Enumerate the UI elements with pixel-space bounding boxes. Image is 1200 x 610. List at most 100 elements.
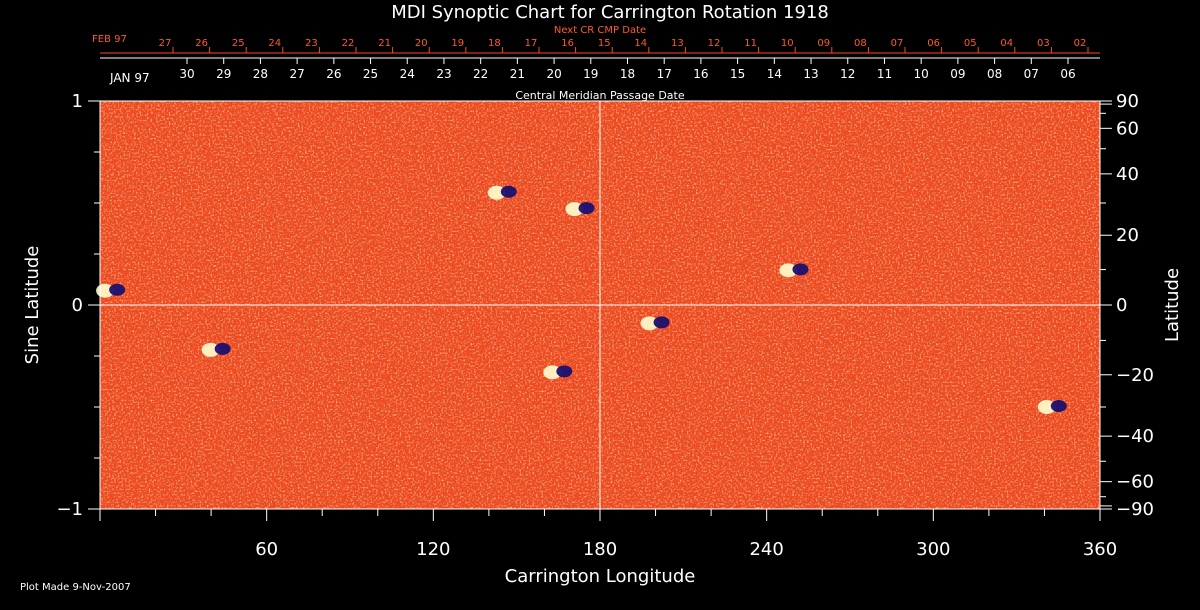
- next-cr-tick-label: 02: [1074, 38, 1087, 49]
- next-cr-tick-label: 14: [634, 38, 647, 49]
- next-cr-tick-label: 06: [927, 38, 940, 49]
- y-right-tick-label: 60: [1116, 118, 1139, 139]
- active-region-negative: [578, 202, 595, 215]
- cmp-tick-label: 11: [877, 67, 892, 81]
- cmp-tick-label: 14: [767, 67, 782, 81]
- active-region-negative: [556, 365, 573, 378]
- cmp-tick-label: 19: [583, 67, 598, 81]
- cmp-tick-label: 29: [216, 67, 231, 81]
- next-cr-tick-label: 27: [159, 38, 172, 49]
- cmp-tick-label: 28: [253, 67, 268, 81]
- active-region-negative: [1050, 400, 1067, 412]
- x-tick-label: 120: [416, 539, 450, 560]
- cmp-tick-label: 06: [1060, 67, 1075, 81]
- next-cr-tick-label: 11: [744, 38, 757, 49]
- next-cr-tick-label: 17: [525, 38, 538, 49]
- cmp-tick-label: 27: [289, 67, 304, 81]
- y-left-tick-label: 1: [72, 91, 83, 112]
- next-cr-tick-label: 08: [854, 38, 867, 49]
- y-right-tick-label: −60: [1116, 472, 1154, 493]
- active-region-negative: [792, 263, 809, 276]
- cmp-tick-label: 08: [987, 67, 1002, 81]
- y-right-tick-label: 20: [1116, 225, 1139, 246]
- cmp-tick-label: 16: [693, 67, 708, 81]
- active-regions: [96, 185, 1067, 414]
- x-tick-label: 300: [916, 539, 950, 560]
- next-cr-tick-label: 23: [305, 38, 318, 49]
- cmp-axis-label: Central Meridian Passage Date: [515, 89, 684, 102]
- y-left-label: Sine Latitude: [22, 246, 43, 365]
- next-cr-tick-label: 10: [781, 38, 794, 49]
- y-right-tick-label: 40: [1116, 164, 1139, 185]
- next-cr-tick-label: 24: [268, 38, 281, 49]
- cmp-tick-label: 18: [620, 67, 635, 81]
- cmp-tick-label: 26: [326, 67, 341, 81]
- next-cr-tick-label: 21: [378, 38, 391, 49]
- next-cr-tick-label: 07: [891, 38, 904, 49]
- y-right-tick-label: −90: [1116, 499, 1154, 520]
- active-region-positive: [640, 316, 659, 331]
- next-cr-tick-label: 26: [195, 38, 208, 49]
- cmp-tick-label: 10: [914, 67, 929, 81]
- x-tick-label: 240: [749, 539, 783, 560]
- active-region-positive: [1037, 400, 1056, 414]
- reference-lines: [100, 101, 1100, 509]
- cmp-tick-label: 20: [546, 67, 561, 81]
- next-cr-tick-label: 05: [964, 38, 977, 49]
- next-cr-tick-label: 09: [817, 38, 830, 49]
- chart-title: MDI Synoptic Chart for Carrington Rotati…: [391, 2, 829, 23]
- cmp-tick-label: 07: [1024, 67, 1039, 81]
- x-tick-label: 360: [1083, 539, 1117, 560]
- x-tick-label: 60: [255, 539, 278, 560]
- cmp-month: JAN 97: [109, 71, 150, 85]
- y-right-ticks: 90 60 40 20 0 −20 −40 −60 −90: [1100, 91, 1154, 520]
- active-region-positive: [96, 283, 115, 298]
- next-cr-tick-label: 12: [708, 38, 721, 49]
- cmp-tick-label: 15: [730, 67, 745, 81]
- active-region-positive: [779, 263, 798, 278]
- active-region-positive: [487, 185, 506, 200]
- next-cr-date-ticks: 27 26 25 24 23 22 21 20 19 18 17 16 15 14 13 12 11 10 09 08…: [159, 38, 1089, 53]
- next-cr-label: Next CR CMP Date: [554, 25, 646, 36]
- y-left-tick-label: −1: [56, 499, 83, 520]
- y-right-tick-label: −40: [1116, 426, 1154, 447]
- active-region-positive: [543, 365, 562, 380]
- y-right-tick-label: 90: [1116, 91, 1139, 112]
- y-right-label: Latitude: [1162, 268, 1183, 342]
- active-region-negative: [214, 342, 231, 355]
- next-cr-tick-label: 04: [1000, 38, 1013, 49]
- cmp-tick-label: 13: [803, 67, 818, 81]
- cmp-tick-label: 30: [179, 67, 194, 81]
- y-right-tick-label: −20: [1116, 365, 1154, 386]
- next-cr-tick-label: 16: [561, 38, 574, 49]
- next-cr-tick-label: 03: [1037, 38, 1050, 49]
- next-cr-tick-label: 19: [451, 38, 464, 49]
- next-cr-tick-label: 18: [488, 38, 501, 49]
- active-region-positive: [565, 202, 584, 217]
- next-cr-tick-label: 20: [415, 38, 428, 49]
- active-region-negative: [653, 316, 670, 329]
- next-cr-tick-label: 13: [671, 38, 684, 49]
- active-region-negative: [500, 185, 517, 198]
- cmp-tick-label: 17: [657, 67, 672, 81]
- cmp-tick-label: 21: [510, 67, 525, 81]
- active-region-positive: [201, 342, 220, 357]
- cmp-date-ticks: 30 29 28 27 26 25 24 23 22 21 20 19 18 17 16 15 14 13 12 11…: [100, 57, 1100, 81]
- y-left-tick-label: 0: [72, 295, 83, 316]
- next-cr-month: FEB 97: [92, 34, 127, 45]
- cmp-tick-label: 12: [840, 67, 855, 81]
- y-left-ticks: 1 0 −1: [56, 91, 100, 520]
- x-tick-label: 180: [583, 539, 617, 560]
- cmp-tick-label: 25: [363, 67, 378, 81]
- plot-made-note: Plot Made 9-Nov-2007: [20, 582, 131, 593]
- cmp-tick-label: 22: [473, 67, 488, 81]
- cmp-tick-label: 23: [436, 67, 451, 81]
- next-cr-tick-label: 15: [598, 38, 611, 49]
- x-axis-label: Carrington Longitude: [505, 566, 696, 587]
- active-region-negative: [109, 283, 126, 296]
- x-axis-ticks: 60 120 180 240 300 360: [99, 509, 1117, 560]
- next-cr-tick-label: 22: [342, 38, 355, 49]
- next-cr-tick-label: 25: [232, 38, 245, 49]
- cmp-tick-label: 24: [400, 67, 415, 81]
